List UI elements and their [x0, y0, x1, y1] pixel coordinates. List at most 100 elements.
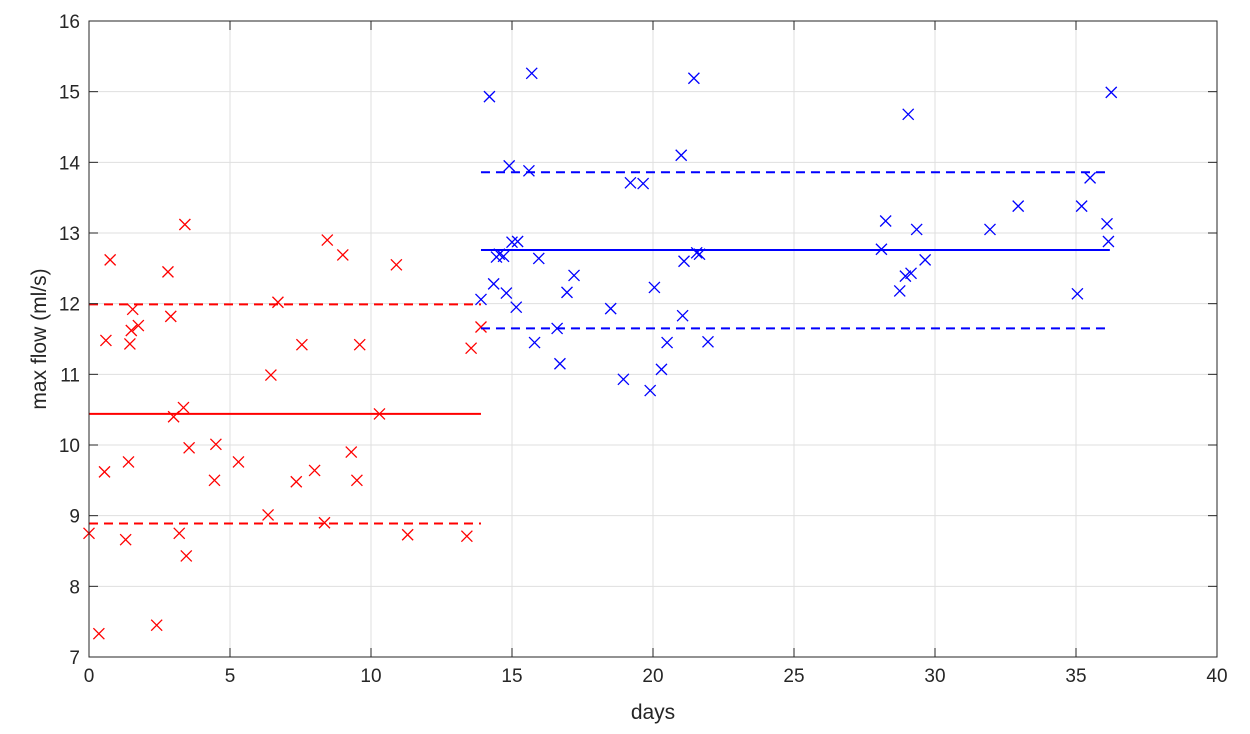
data-point: [1012, 200, 1025, 213]
y-tick-label: 10: [59, 436, 80, 457]
data-point: [475, 293, 487, 306]
y-tick-label: 9: [69, 507, 80, 528]
data-point: [506, 236, 518, 249]
y-tick-label: 13: [59, 224, 80, 245]
data-point: [678, 255, 690, 268]
data-point: [561, 286, 573, 299]
x-tick-label: 40: [1206, 666, 1227, 687]
x-tick-label: 30: [924, 666, 945, 687]
data-point: [690, 246, 703, 259]
data-point: [125, 324, 138, 337]
data-point: [487, 277, 500, 290]
data-point: [208, 474, 221, 487]
data-point: [532, 252, 545, 265]
data-point: [162, 265, 174, 278]
data-point: [99, 334, 112, 347]
data-point: [655, 363, 668, 376]
data-point: [905, 267, 917, 280]
x-tick-label: 0: [84, 666, 95, 687]
y-tick-label: 12: [59, 295, 80, 316]
data-point: [295, 338, 308, 351]
y-tick-label: 14: [59, 153, 81, 174]
data-point: [899, 270, 912, 283]
data-point: [173, 527, 186, 540]
data-point: [893, 284, 906, 297]
series-0: [83, 218, 487, 640]
data-point: [132, 319, 145, 332]
data-point: [604, 302, 617, 315]
data-point: [92, 627, 105, 640]
y-tick-label: 8: [69, 577, 80, 598]
data-point: [183, 441, 196, 454]
data-point: [1071, 287, 1084, 300]
data-point: [1102, 235, 1115, 248]
data-point: [460, 530, 473, 543]
data-point: [336, 248, 349, 261]
data-point: [350, 474, 363, 487]
data-point: [465, 342, 478, 355]
data-point: [209, 438, 222, 451]
data-point: [483, 90, 496, 103]
data-point: [500, 287, 513, 300]
data-point: [902, 108, 915, 121]
ticks: 0 5 10 15 20 25 30 35 40 7 8 9 10 11 12 13 14 15 16: [59, 12, 1228, 687]
data-point: [644, 384, 657, 397]
y-tick-label: 16: [59, 12, 80, 33]
data-point: [321, 234, 334, 247]
data-point: [98, 465, 111, 478]
y-axis-title: max flow (ml/s): [28, 268, 51, 409]
data-point: [875, 243, 888, 256]
data-point: [661, 336, 674, 349]
data-point: [401, 528, 414, 541]
data-point: [1075, 200, 1088, 213]
data-point: [617, 373, 630, 386]
data-point: [551, 322, 564, 335]
x-tick-label: 35: [1065, 666, 1086, 687]
x-tick-label: 20: [642, 666, 663, 687]
data-point: [687, 72, 700, 85]
data-point: [553, 357, 566, 370]
series-layer: [83, 67, 1118, 640]
data-point: [676, 309, 689, 322]
data-point: [123, 337, 136, 350]
data-point: [493, 248, 506, 261]
data-point: [637, 177, 650, 190]
data-point: [525, 67, 538, 80]
data-point: [919, 253, 932, 266]
data-point: [648, 281, 661, 294]
data-point: [232, 456, 245, 468]
data-point: [308, 464, 321, 477]
data-point: [675, 149, 688, 162]
data-point: [984, 223, 996, 236]
data-point: [510, 301, 523, 314]
x-tick-label: 15: [501, 666, 522, 687]
x-axis-title: days: [631, 701, 675, 724]
data-point: [879, 215, 892, 227]
data-point: [271, 296, 284, 309]
data-point: [177, 401, 190, 414]
data-point: [910, 223, 923, 236]
y-tick-label: 11: [60, 365, 80, 386]
data-point: [702, 335, 714, 348]
data-point: [126, 303, 139, 316]
x-tick-label: 10: [360, 666, 381, 687]
data-point: [1105, 86, 1118, 99]
data-point: [390, 258, 403, 271]
data-point: [568, 269, 580, 282]
data-point: [497, 250, 510, 263]
data-point: [164, 310, 177, 323]
data-point: [353, 338, 366, 351]
data-point: [264, 369, 277, 381]
data-point: [262, 509, 275, 521]
data-point: [1084, 171, 1097, 184]
data-point: [1101, 217, 1113, 230]
data-point: [178, 218, 191, 231]
data-point: [167, 410, 180, 423]
data-point: [624, 176, 637, 189]
data-point: [122, 456, 135, 468]
series-1: [475, 67, 1118, 397]
data-point: [693, 248, 706, 261]
data-point: [511, 235, 524, 248]
x-tick-label: 25: [783, 666, 804, 687]
